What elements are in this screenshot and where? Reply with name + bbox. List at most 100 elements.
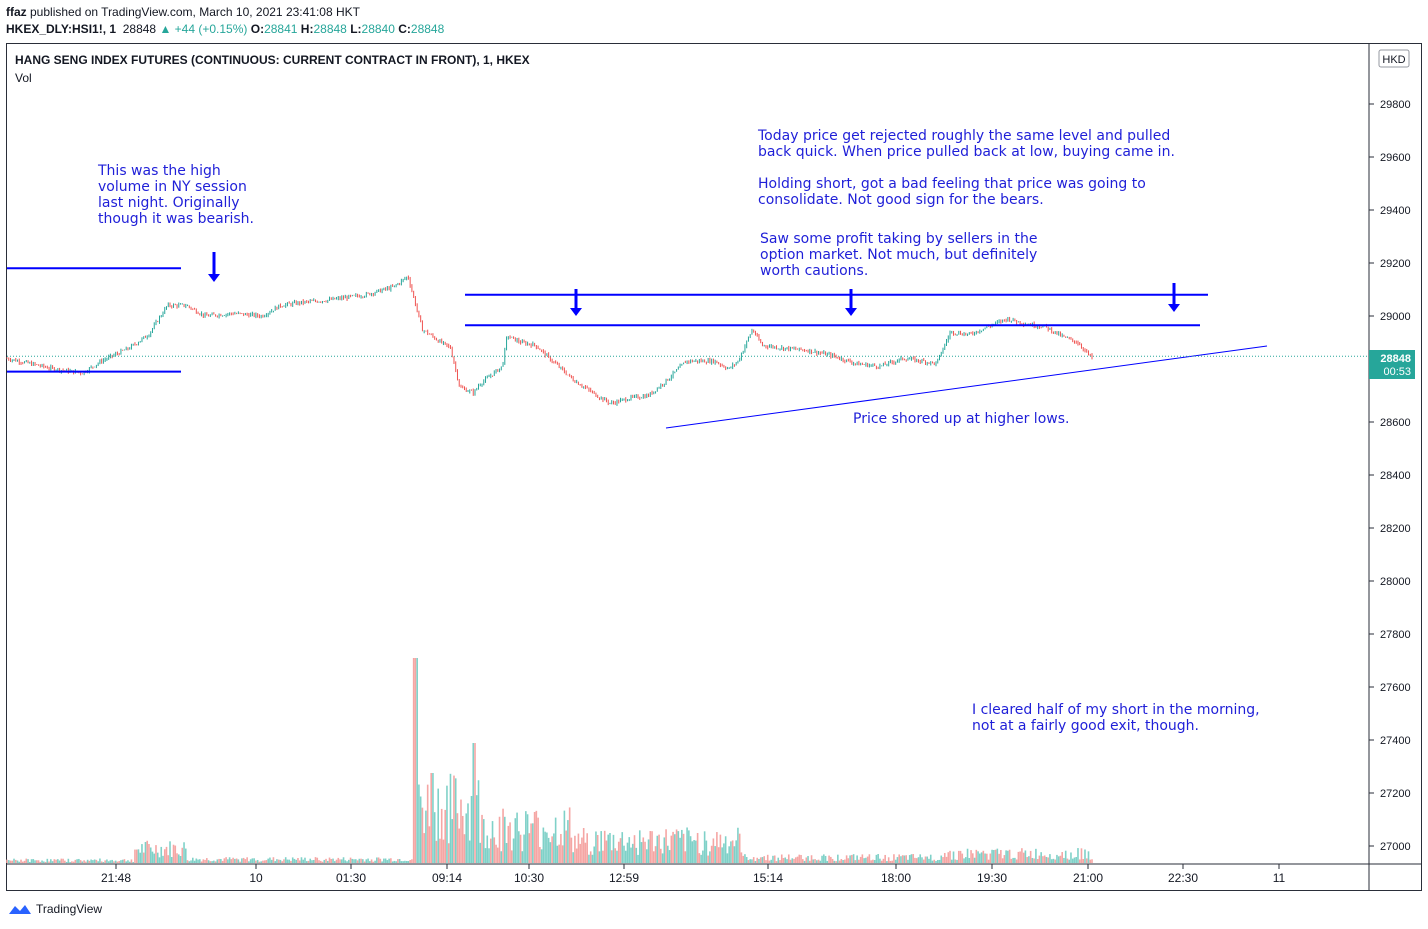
legend-vol[interactable]: Vol bbox=[15, 71, 32, 85]
volume-bar bbox=[272, 857, 275, 863]
volume-bar bbox=[770, 859, 773, 863]
annotation-cleared-half[interactable]: I cleared half of my short in the mornin… bbox=[972, 702, 1260, 734]
time-axis[interactable]: 21:48 10 01:30 09:14 10:30 12:59 15:14 18:00 19:… bbox=[101, 864, 1286, 885]
volume-bar bbox=[302, 859, 305, 863]
volume-bar bbox=[1007, 850, 1009, 863]
volume-bar bbox=[896, 857, 899, 863]
volume-bar bbox=[505, 843, 508, 863]
volume-bar bbox=[67, 858, 70, 863]
volume-bar bbox=[980, 852, 983, 863]
volume-bar bbox=[954, 859, 957, 863]
volume-bar bbox=[325, 858, 327, 863]
volume-bar bbox=[891, 860, 893, 863]
volume-bar bbox=[18, 861, 21, 863]
volume-bar bbox=[321, 861, 324, 863]
volume-bar bbox=[479, 842, 482, 863]
volume-bar bbox=[51, 861, 54, 863]
arrow-down-head bbox=[208, 274, 220, 282]
volume-bar bbox=[1003, 855, 1006, 863]
volume-bar bbox=[929, 854, 932, 863]
volume-bar bbox=[733, 846, 736, 863]
volume-bar bbox=[83, 860, 85, 863]
volume-bar bbox=[817, 859, 820, 863]
volume-bar bbox=[672, 831, 674, 863]
annotation-rejected[interactable]: Today price get rejected roughly the sam… bbox=[758, 128, 1175, 208]
volume-bar bbox=[602, 850, 604, 863]
drawing-lines[interactable] bbox=[7, 267, 1268, 429]
x-tick-label: 15:14 bbox=[753, 871, 783, 885]
volume-bar bbox=[90, 859, 92, 863]
volume-bar bbox=[242, 857, 245, 863]
volume-bar bbox=[177, 854, 180, 863]
volume-bar bbox=[304, 857, 306, 863]
volume-bar bbox=[1024, 850, 1027, 863]
volume-bar bbox=[120, 860, 122, 863]
x-tick-label: 10 bbox=[249, 871, 263, 885]
volume-bar bbox=[449, 773, 452, 863]
volume-bar bbox=[800, 854, 802, 863]
volume-bar bbox=[332, 858, 334, 863]
volume-bar bbox=[959, 850, 962, 863]
volume-bar bbox=[197, 859, 199, 863]
volume-bar bbox=[349, 857, 352, 863]
volume-bar bbox=[1084, 849, 1086, 863]
volume-bar bbox=[1022, 852, 1025, 863]
volume-bar bbox=[972, 853, 974, 863]
volume-bar bbox=[1028, 856, 1030, 863]
volume-bar bbox=[88, 860, 91, 863]
volume-bar bbox=[151, 851, 154, 863]
annotation-higher-lows[interactable]: Price shored up at higher lows. bbox=[853, 411, 1070, 427]
price-change: +44 (+0.15%) bbox=[174, 22, 248, 36]
footer-brand[interactable]: TradingView bbox=[8, 902, 102, 916]
volume-bar bbox=[598, 851, 601, 863]
volume-bar bbox=[153, 853, 156, 863]
volume-bar bbox=[48, 861, 50, 863]
volume-bar bbox=[635, 847, 638, 863]
publisher-name[interactable]: ffaz bbox=[6, 5, 27, 19]
volume-bar bbox=[1052, 858, 1055, 863]
volume-bar bbox=[730, 841, 732, 863]
y-tick-label: 27800 bbox=[1380, 629, 1411, 641]
volume-bar bbox=[987, 859, 990, 863]
volume-bar bbox=[283, 859, 285, 863]
volume-bar bbox=[23, 860, 26, 863]
volume-bar bbox=[591, 854, 594, 863]
annotation-ny-session[interactable]: This was the high volume in NY session l… bbox=[98, 163, 254, 227]
volume-bar bbox=[670, 835, 673, 863]
chart-frame[interactable] bbox=[6, 43, 1422, 891]
volume-bar bbox=[735, 840, 737, 863]
y-tick-label: 29800 bbox=[1380, 99, 1411, 111]
volume-bar bbox=[612, 834, 615, 863]
volume-bar bbox=[342, 857, 345, 863]
volume-bar bbox=[875, 854, 878, 863]
volume-bar bbox=[500, 851, 503, 863]
volume-bar bbox=[447, 843, 450, 863]
currency-badge[interactable]: HKD bbox=[1378, 49, 1410, 68]
volume-bar bbox=[807, 856, 809, 863]
arrow-marks[interactable] bbox=[208, 252, 1180, 316]
price-axis[interactable]: 27000 27200 27400 27600 27800 28000 28200 28400… bbox=[1369, 99, 1411, 853]
volume-bar bbox=[631, 843, 634, 863]
volume-bar bbox=[982, 850, 985, 863]
volume-bar bbox=[57, 859, 59, 863]
volume-bar bbox=[256, 860, 259, 863]
volume-bar bbox=[575, 848, 578, 863]
volume-bar bbox=[93, 859, 96, 863]
volume-bar bbox=[176, 853, 178, 863]
price-tag: 28848 00:53 bbox=[1369, 350, 1415, 379]
volume-bar bbox=[549, 842, 552, 863]
open-value: 28841 bbox=[264, 22, 298, 36]
volume-bar bbox=[1075, 857, 1078, 863]
volume-bar bbox=[1040, 852, 1042, 863]
volume-bar bbox=[966, 848, 969, 863]
y-tick-label: 28200 bbox=[1380, 523, 1411, 535]
annotation-profit-taking[interactable]: Saw some profit taking by sellers in the… bbox=[760, 231, 1038, 279]
volume-bar bbox=[1008, 849, 1011, 863]
volume-bar bbox=[654, 846, 657, 863]
volume-bar bbox=[239, 861, 241, 863]
volume-bar bbox=[859, 856, 862, 863]
volume-bar bbox=[1036, 859, 1039, 863]
volume-bar bbox=[276, 859, 278, 863]
volume-bar bbox=[1059, 855, 1062, 863]
